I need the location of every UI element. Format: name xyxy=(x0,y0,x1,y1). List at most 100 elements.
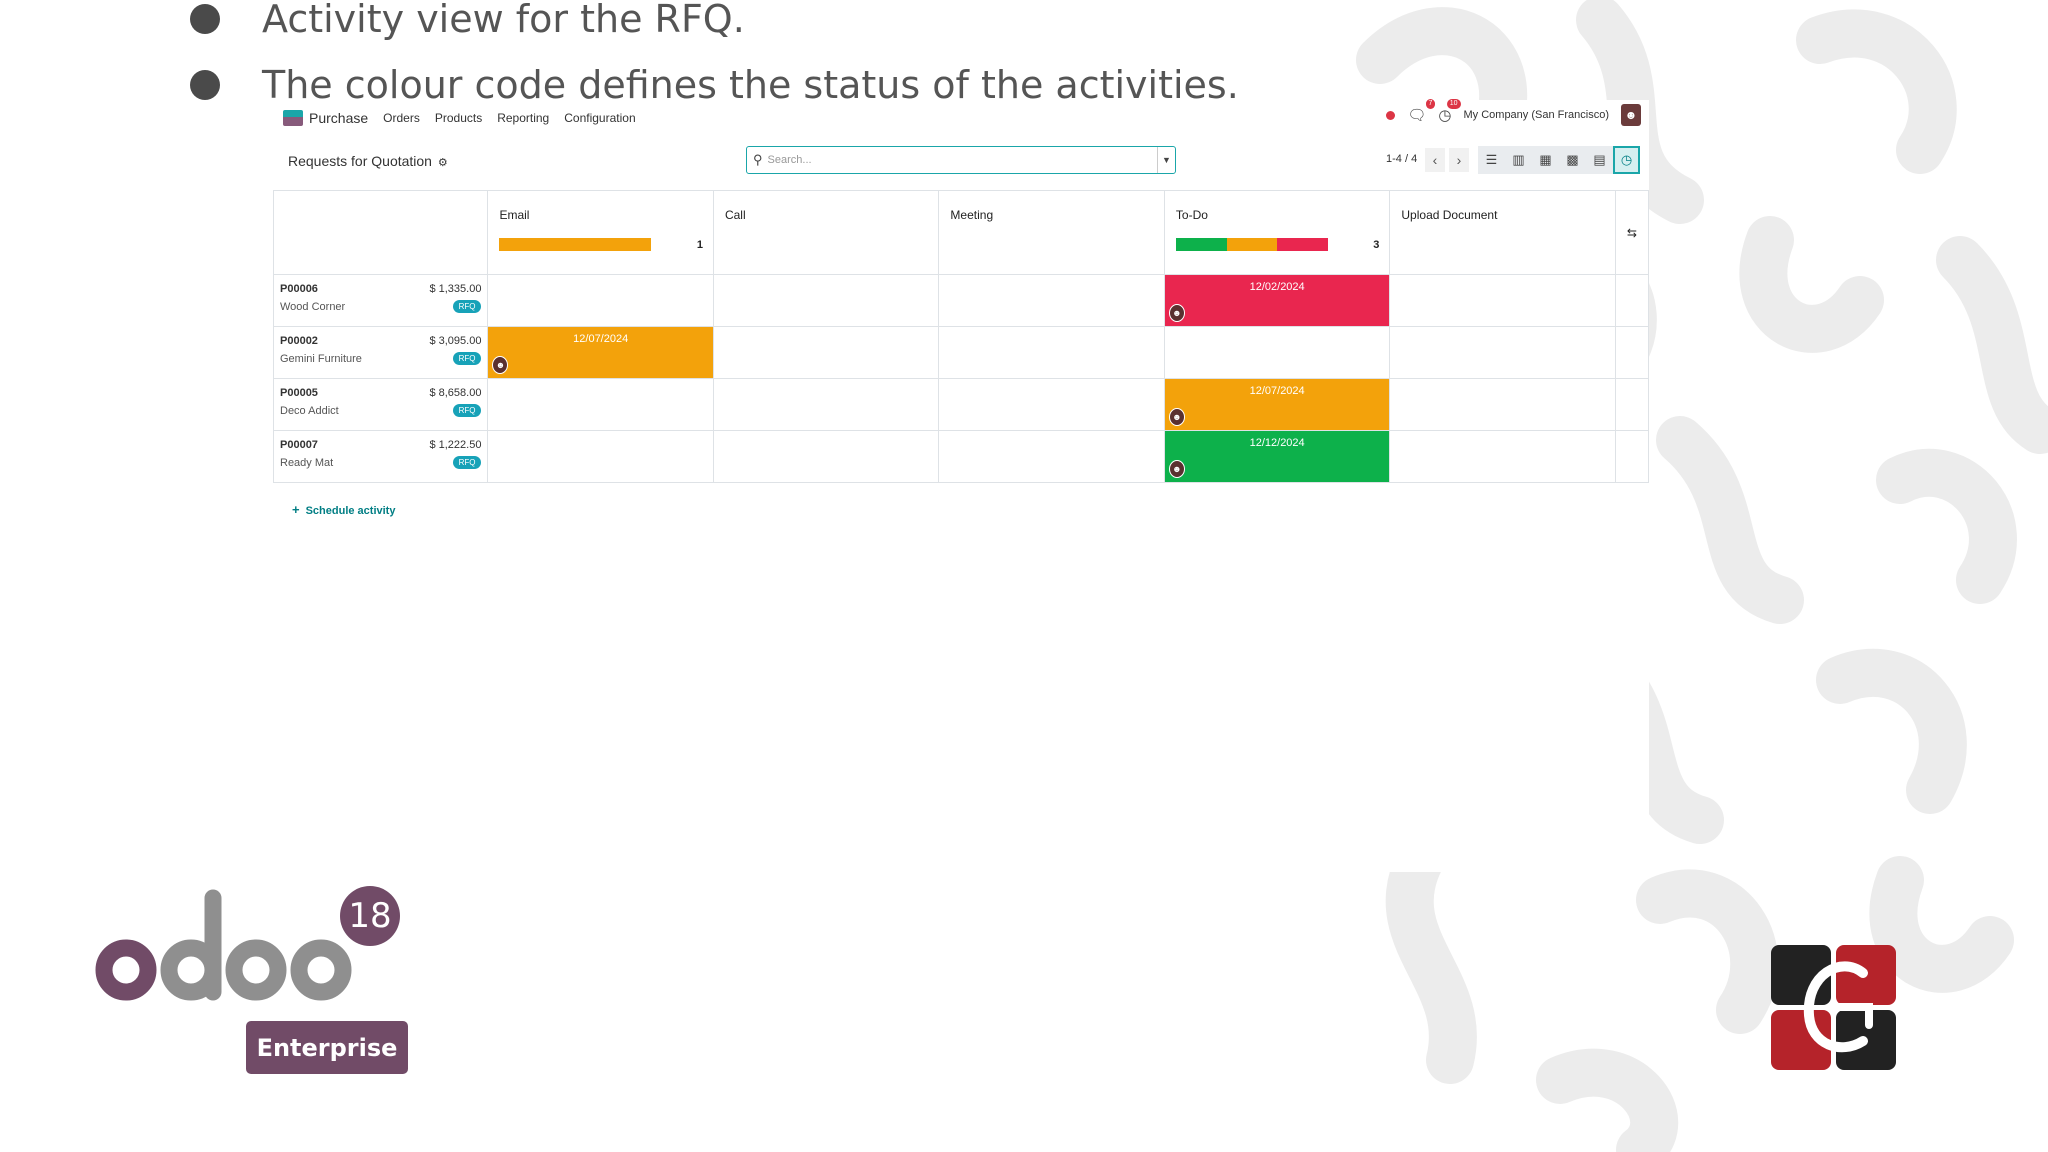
activity-cell[interactable] xyxy=(712,326,940,379)
search-input[interactable]: Search... xyxy=(767,154,812,166)
plus-icon: + xyxy=(292,502,300,517)
pager-previous-icon[interactable]: ‹ xyxy=(1425,148,1445,172)
activity-date: 12/07/2024 xyxy=(573,333,629,345)
activity-cell-planned[interactable]: 12/12/2024 ☻ xyxy=(1163,430,1391,483)
user-avatar[interactable]: ☻ xyxy=(1621,104,1641,126)
page-title-text: Requests for Quotation xyxy=(288,153,432,169)
column-header-meeting[interactable]: Meeting xyxy=(938,190,1165,275)
activity-cell[interactable] xyxy=(1389,430,1616,483)
column-header-email[interactable]: Email 1 xyxy=(487,190,714,275)
column-settings-icon[interactable]: ⇆ xyxy=(1614,190,1650,275)
status-badge: RFQ xyxy=(452,352,482,365)
record-amount: $ 1,335.00 xyxy=(429,283,482,295)
record-name: P00007 xyxy=(280,439,318,451)
bullet-item: The colour code defines the status of th… xyxy=(190,52,1239,118)
progress-segment-today[interactable] xyxy=(499,238,652,251)
status-dot-icon[interactable] xyxy=(1386,110,1396,120)
column-progress: 3 xyxy=(1175,238,1379,251)
navbar-systray: 🗨 7 ◷ 10 My Company (San Francisco) ☻ xyxy=(1386,99,1641,126)
search-bar[interactable]: ⚲ Search... ▼ xyxy=(746,146,1176,174)
activity-cell[interactable] xyxy=(487,430,714,483)
column-header-todo[interactable]: To-Do 3 xyxy=(1163,190,1391,275)
activity-cell[interactable] xyxy=(712,378,940,431)
activity-cell xyxy=(1614,326,1650,379)
column-header-call[interactable]: Call xyxy=(712,190,940,275)
activity-cell[interactable] xyxy=(712,274,940,327)
status-badge: RFQ xyxy=(452,456,482,469)
pivot-view-icon[interactable]: ▦ xyxy=(1532,146,1559,174)
graph-view-icon[interactable]: ▩ xyxy=(1559,146,1586,174)
pager-value[interactable]: 1-4 / 4 xyxy=(1386,153,1418,165)
grid-corner xyxy=(272,190,489,275)
app-brand[interactable]: Purchase xyxy=(283,110,368,126)
activity-fill: 12/07/2024 ☻ xyxy=(488,327,713,378)
activities-count-badge: 10 xyxy=(1446,99,1461,109)
assignee-avatar: ☻ xyxy=(492,356,509,374)
activity-cell[interactable] xyxy=(1389,274,1616,327)
column-progress-bar[interactable] xyxy=(499,238,652,251)
odoo-logo xyxy=(95,889,352,1001)
menu-reporting[interactable]: Reporting xyxy=(497,111,550,125)
activity-cell-today[interactable]: 12/07/2024 ☻ xyxy=(1163,378,1391,431)
record-amount: $ 8,658.00 xyxy=(429,387,482,399)
activity-cell[interactable] xyxy=(938,430,1165,483)
activity-view-icon[interactable]: ◷ xyxy=(1613,146,1640,174)
record-cell[interactable]: P00006 $ 1,335.00 Wood Corner RFQ xyxy=(272,274,489,327)
activity-cell[interactable] xyxy=(1389,378,1616,431)
calendar-view-icon[interactable]: ▤ xyxy=(1586,146,1613,174)
schedule-activity-label: Schedule activity xyxy=(305,505,396,517)
record-cell[interactable]: P00007 $ 1,222.50 Ready Mat RFQ xyxy=(272,430,489,483)
assignee-avatar: ☻ xyxy=(1168,408,1185,426)
activity-cell xyxy=(1614,430,1650,483)
gear-icon[interactable]: ⚙ xyxy=(437,157,448,169)
search-options-toggle-icon[interactable]: ▼ xyxy=(1157,147,1175,173)
activities-clock-icon[interactable]: ◷ 10 xyxy=(1438,99,1461,124)
menu-products[interactable]: Products xyxy=(434,111,483,125)
top-navbar: Purchase Orders Products Reporting Confi… xyxy=(273,99,1649,136)
activity-cell[interactable] xyxy=(938,326,1165,379)
company-switcher[interactable]: My Company (San Francisco) xyxy=(1463,109,1610,121)
activity-cell[interactable] xyxy=(938,274,1165,327)
record-cell[interactable]: P00002 $ 3,095.00 Gemini Furniture RFQ xyxy=(272,326,489,379)
record-amount: $ 3,095.00 xyxy=(429,335,482,347)
column-count: 1 xyxy=(696,238,703,251)
activity-cell[interactable] xyxy=(938,378,1165,431)
menu-orders[interactable]: Orders xyxy=(383,111,420,125)
column-label: Meeting xyxy=(950,208,994,222)
record-cell[interactable]: P00005 $ 8,658.00 Deco Addict RFQ xyxy=(272,378,489,431)
progress-segment-planned[interactable] xyxy=(1175,238,1227,251)
messages-icon[interactable]: 🗨 7 xyxy=(1407,99,1436,124)
column-header-upload-document[interactable]: Upload Document xyxy=(1389,190,1616,275)
list-view-icon[interactable]: ☰ xyxy=(1478,146,1505,174)
activity-cell[interactable] xyxy=(1163,326,1391,379)
activity-date: 12/12/2024 xyxy=(1249,437,1305,449)
bullet-text: Activity view for the RFQ. xyxy=(262,0,745,41)
activity-cell-overdue[interactable]: 12/02/2024 ☻ xyxy=(1163,274,1391,327)
kanban-view-icon[interactable]: ▥ xyxy=(1505,146,1532,174)
pager-next-icon[interactable]: › xyxy=(1449,148,1469,172)
bullet-dot-icon xyxy=(190,70,220,100)
assignee-avatar: ☻ xyxy=(1168,304,1185,322)
progress-segment-overdue[interactable] xyxy=(1277,238,1328,251)
menu-configuration[interactable]: Configuration xyxy=(564,111,636,125)
activity-cell-today[interactable]: 12/07/2024 ☻ xyxy=(487,326,714,379)
activity-fill: 12/02/2024 ☻ xyxy=(1164,275,1390,326)
activity-cell[interactable] xyxy=(1389,326,1616,379)
column-label: Email xyxy=(499,208,530,222)
record-partner: Ready Mat xyxy=(280,456,334,469)
record-partner: Gemini Furniture xyxy=(280,352,362,365)
activity-cell[interactable] xyxy=(487,274,714,327)
search-icon: ⚲ xyxy=(753,152,763,167)
messages-count-badge: 7 xyxy=(1425,99,1436,109)
activity-fill: 12/12/2024 ☻ xyxy=(1164,431,1390,482)
column-label: Upload Document xyxy=(1401,208,1498,222)
schedule-activity-button[interactable]: + Schedule activity xyxy=(292,502,395,517)
enterprise-label: Enterprise xyxy=(246,1021,408,1074)
table-row: P00007 $ 1,222.50 Ready Mat RFQ 12/12/2024… xyxy=(272,430,1650,483)
activity-cell[interactable] xyxy=(487,378,714,431)
column-progress-bar[interactable] xyxy=(1175,238,1328,251)
progress-segment-today[interactable] xyxy=(1226,238,1278,251)
record-partner: Wood Corner xyxy=(280,300,346,313)
activity-grid: Email 1 Call Meeting To-Do xyxy=(272,190,1650,483)
activity-cell[interactable] xyxy=(712,430,940,483)
